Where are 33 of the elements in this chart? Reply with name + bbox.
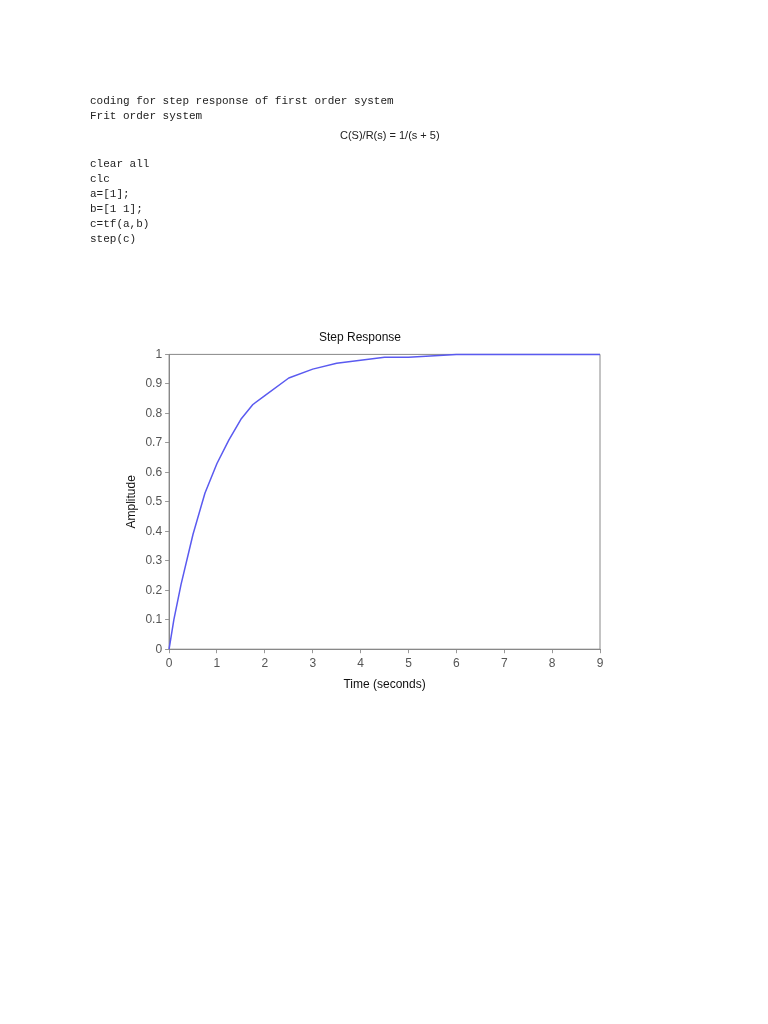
text: c=tf(a,b) [90,217,151,232]
x-tick-label: 4 [357,655,365,670]
y-tick-label: 0 [155,641,163,656]
text: step(c) [90,232,138,247]
text: a=[1]; [90,187,131,202]
x-tick-label: 1 [213,655,221,670]
x-axis-title: Time (seconds) [343,677,426,692]
y-axis-title: Amplitude [123,474,138,529]
x-tick-label: 7 [500,655,508,670]
y-tick-label: 0.5 [145,494,163,509]
x-tick-label: 8 [548,655,556,670]
x-tick-label: 5 [405,655,413,670]
x-tick-label: 3 [309,655,317,670]
text: clc [90,172,111,187]
y-tick-label: 0.6 [145,464,163,479]
y-tick-label: 1 [155,346,163,361]
x-tick-label: 0 [165,655,173,670]
y-tick-label: 0.3 [145,553,163,568]
text: C(S)/R(s) = 1/(s + 5) [339,128,440,143]
y-tick-label: 0.4 [145,523,163,538]
x-tick-label: 6 [453,655,461,670]
x-tick-label: 2 [261,655,269,670]
y-tick-label: 0.2 [145,582,163,597]
text: coding for step response of first order system [90,94,395,109]
x-tick-label: 9 [596,655,604,670]
y-tick-label: 0.7 [145,435,163,450]
text: clear all [90,157,151,172]
y-tick-label: 0.1 [145,612,163,627]
text: Frit order system [90,109,204,124]
text: b=[1 1]; [90,202,144,217]
y-tick-label: 0.9 [145,376,163,391]
chart-title: Step Response [318,329,402,344]
y-tick-label: 0.8 [145,405,163,420]
